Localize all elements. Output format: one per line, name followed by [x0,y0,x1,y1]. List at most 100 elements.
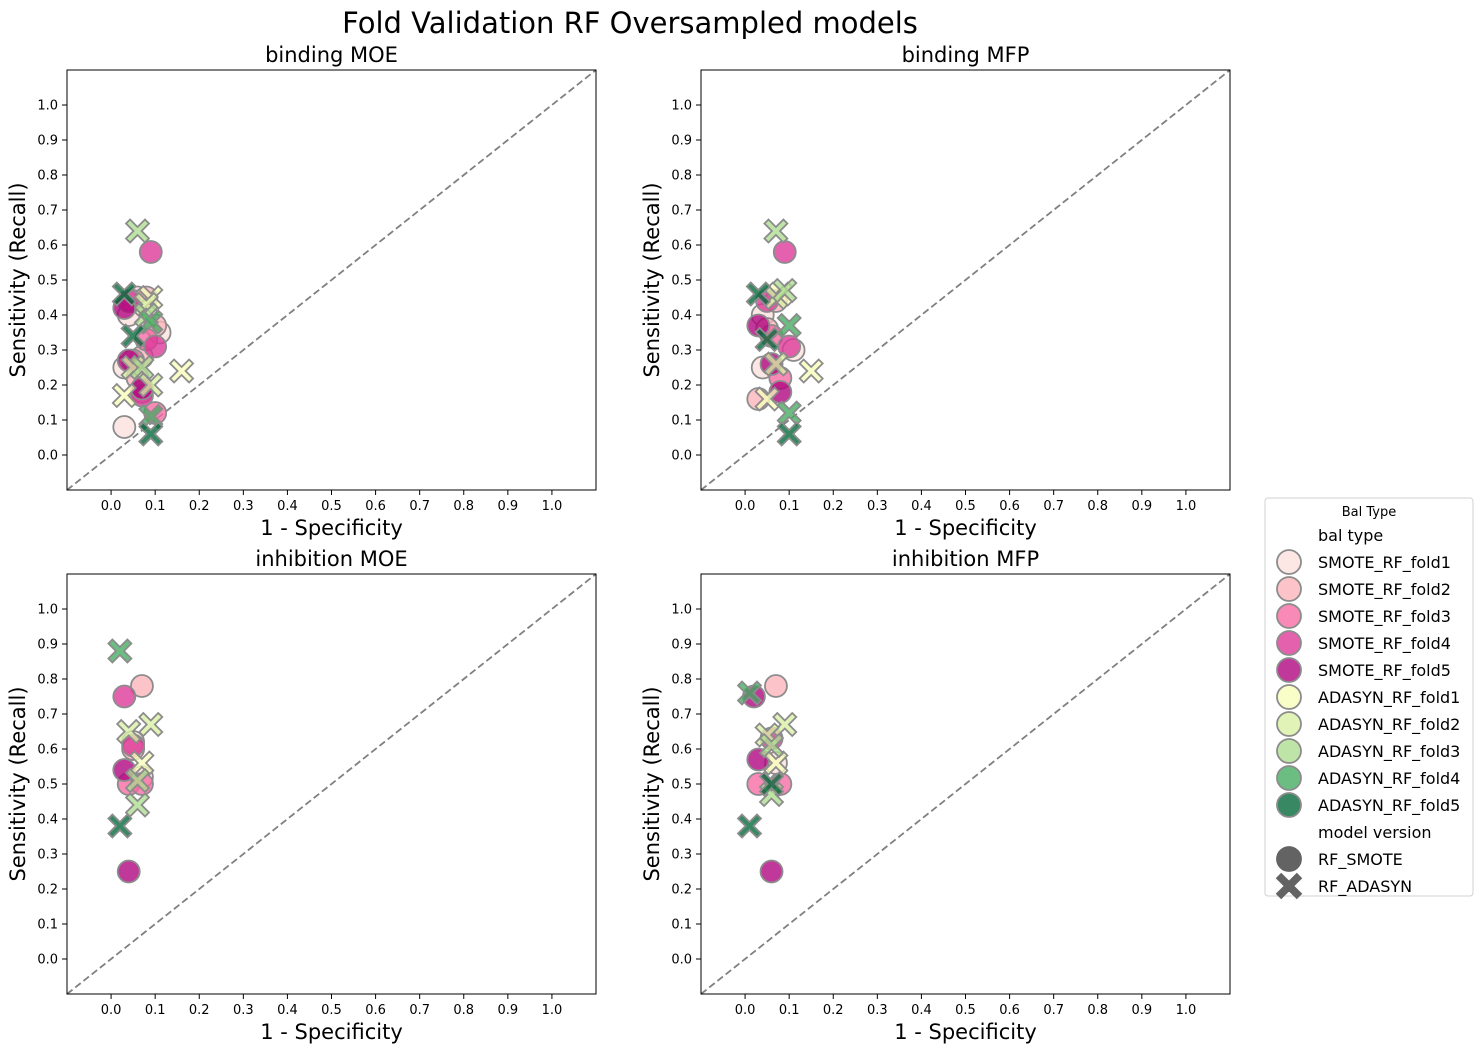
data-point-x-marker [798,358,824,384]
y-tick-label: 0.7 [37,708,58,723]
legend-item-label: SMOTE_RF_fold2 [1318,580,1451,600]
x-tick-label: 1.0 [1176,1003,1197,1018]
x-tick-label: 0.3 [233,499,254,514]
data-point-x-marker [168,358,195,384]
x-tick-label: 0.5 [955,1003,976,1018]
y-axis-label: Sensitivity (Recall) [6,182,30,377]
y-tick-label: 0.2 [37,883,58,898]
y-tick-label: 0.9 [671,638,692,653]
legend-marker-circle [1276,792,1302,818]
x-tick-label: 0.9 [1131,1003,1152,1018]
legend-item-label: SMOTE_RF_fold4 [1318,634,1451,654]
x-tick-label: 1.0 [542,499,563,514]
data-point-x-marker [138,372,164,398]
legend-marker-circle [1276,846,1302,872]
y-tick-label: 0.7 [37,204,58,219]
legend-heading-model-version: model version [1318,823,1432,842]
legend-heading-bal-type: bal type [1318,526,1383,545]
diagonal-reference-line [700,69,1231,491]
legend-marker-circle [1276,765,1302,791]
legend: Bal Type bal type SMOTE_RF_fold1 SMOTE_RF_f… [1264,497,1474,900]
y-tick-label: 0.6 [37,239,58,254]
x-tick-label: 0.4 [277,1003,298,1018]
data-point-x-marker [124,792,151,818]
y-tick-label: 0.2 [37,379,58,394]
data-point-x-marker [111,382,138,409]
data-point-x-marker [138,403,164,430]
x-tick-label: 0.7 [1043,1003,1064,1018]
y-tick-label: 0.1 [671,918,692,933]
data-point-circle [112,415,137,439]
x-tick-label: 0.6 [365,499,386,514]
scatter-points [736,674,798,884]
x-tick-label: 0.9 [497,1003,518,1018]
data-point-x-marker [129,354,155,381]
data-point-circle [130,674,154,698]
data-point-circle [772,240,797,264]
x-tick-label: 0.7 [1043,499,1064,514]
legend-marker-circle [1276,684,1302,710]
data-point-x-marker [754,326,780,353]
diagonal-reference-line [700,573,1231,995]
x-tick-label: 0.8 [1087,1003,1108,1018]
data-point-x-marker [763,351,789,377]
legend-item-label: RF_ADASYN [1318,877,1412,897]
data-point-circle [112,684,137,709]
legend-marker-circle [1276,738,1302,764]
x-tick-label: 0.7 [409,1003,430,1018]
y-tick-label: 0.3 [671,344,692,359]
data-point-x-marker [138,421,164,447]
data-point-x-marker [124,218,151,244]
x-tick-label: 0.5 [321,1003,342,1018]
y-tick-label: 0.3 [37,848,58,863]
x-tick-label: 0.2 [189,1003,210,1018]
legend-marker-circle [1276,576,1302,602]
legend-marker-x [1275,872,1303,900]
legend-item-label: ADASYN_RF_fold1 [1318,688,1460,708]
y-tick-label: 0.0 [37,449,58,464]
y-tick-label: 0.8 [37,673,58,688]
y-tick-label: 0.5 [37,778,58,793]
plot-frame [700,69,1231,491]
legend-item-label: SMOTE_RF_fold3 [1318,607,1451,627]
x-axis-label: 1 - Specificity [260,516,403,540]
x-tick-label: 0.4 [277,499,298,514]
data-point-x-marker [138,711,164,738]
data-point-circle [764,674,788,698]
x-tick-label: 0.2 [189,499,210,514]
y-tick-label: 0.8 [671,169,692,184]
legend-title: Bal Type [1342,505,1397,520]
y-tick-label: 0.6 [37,743,58,758]
y-tick-label: 0.8 [37,169,58,184]
diagonal-reference-line [66,69,597,491]
x-tick-label: 0.3 [867,499,888,514]
x-tick-label: 0.5 [321,499,342,514]
plot-frame [700,573,1231,995]
data-point-x-marker [124,767,151,794]
legend-marker-circle [1276,603,1302,629]
data-point-x-marker [772,277,798,304]
y-tick-label: 0.4 [37,813,58,828]
x-tick-label: 1.0 [1176,499,1197,514]
legend-item-label: ADASYN_RF_fold2 [1318,715,1460,735]
legend-item-label: SMOTE_RF_fold1 [1318,553,1451,573]
diagonal-reference-line [66,573,597,995]
panel-3: inhibition MOE 0.0 0.1 0.2 0.3 0.4 0.5 0.6 0.7 0.… [6,547,597,1044]
legend-marker-circle [1276,657,1302,683]
data-point-circle [116,859,141,884]
y-tick-label: 0.0 [671,953,692,968]
y-tick-label: 0.9 [671,134,692,149]
x-tick-label: 0.0 [735,499,756,514]
y-tick-label: 0.0 [671,449,692,464]
x-tick-label: 0.2 [823,499,844,514]
y-tick-label: 0.7 [671,204,692,219]
x-axis-label: 1 - Specificity [894,516,1037,540]
data-point-x-marker [736,813,763,839]
y-tick-label: 0.4 [671,813,692,828]
data-point-circle [143,334,168,359]
data-point-x-marker [763,750,789,776]
panel-2: binding MFP 0.0 0.1 0.2 0.3 0.4 0.5 0.6 0.7 0.8 0.… [640,43,1231,540]
plot-frame [66,573,597,995]
x-tick-label: 0.0 [101,1003,122,1018]
